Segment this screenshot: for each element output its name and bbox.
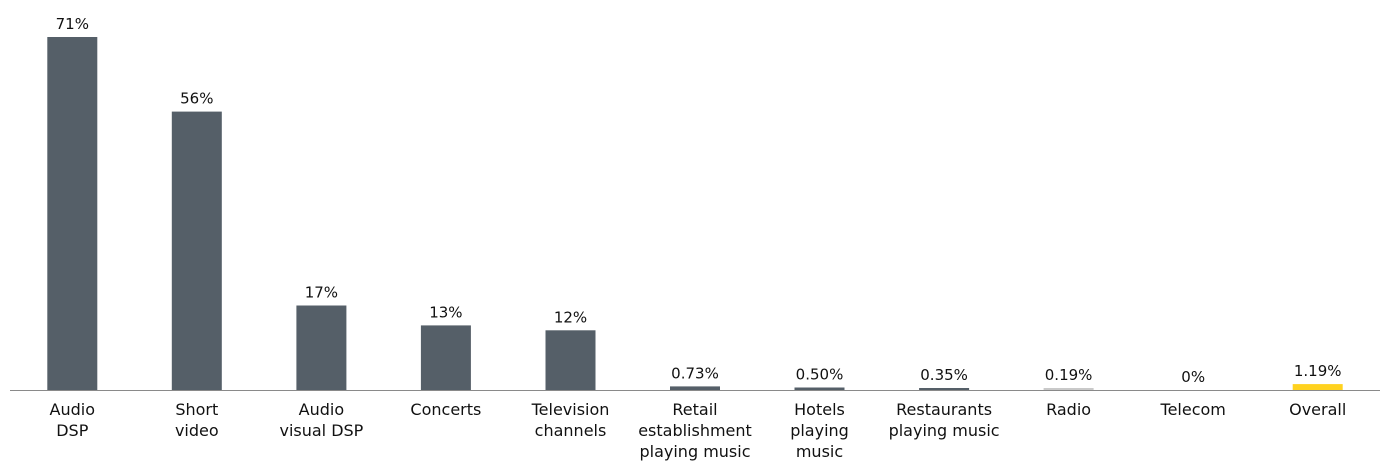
- bars-group: [47, 37, 1343, 390]
- bar-6: [794, 387, 845, 390]
- value-label-7: 0.35%: [920, 366, 968, 384]
- value-labels-group: 71% 56% 17% 13% 12% 0.73% 0.50% 0.35% 0.19% 0% 1.1…: [56, 15, 1342, 386]
- category-label-1: Short video: [175, 400, 219, 440]
- category-label-7: Restaurants playing music: [889, 400, 1000, 440]
- bar-8: [1043, 388, 1094, 390]
- bar-0: [47, 37, 98, 390]
- value-label-5: 0.73%: [671, 364, 719, 382]
- category-label-3: Concerts: [410, 400, 481, 419]
- category-label-5: Retail establishment playing music: [638, 400, 752, 461]
- value-label-3: 13%: [429, 303, 462, 321]
- category-label-2: Audio visual DSP: [279, 400, 363, 440]
- category-label-10: Overall: [1289, 400, 1346, 419]
- bar-1: [171, 111, 222, 390]
- bar-4: [545, 330, 596, 390]
- value-label-0: 71%: [56, 15, 89, 33]
- bar-5: [670, 386, 720, 390]
- value-label-9: 0%: [1181, 368, 1205, 386]
- bar-2: [296, 305, 347, 390]
- category-labels-group: Audio DSP Short video Audio visual DSP Concert…: [50, 400, 1347, 461]
- category-label-6: Hotels playing music: [790, 400, 849, 461]
- category-label-9: Telecom: [1160, 400, 1226, 419]
- category-label-4: Television channels: [531, 400, 610, 440]
- value-label-10: 1.19%: [1294, 362, 1342, 380]
- bar-10: [1292, 384, 1343, 390]
- value-label-1: 56%: [180, 90, 213, 108]
- category-label-0: Audio DSP: [50, 400, 95, 440]
- category-label-8: Radio: [1046, 400, 1091, 419]
- value-label-4: 12%: [554, 308, 587, 326]
- value-label-2: 17%: [305, 284, 338, 302]
- value-label-8: 0.19%: [1045, 366, 1093, 384]
- bar-7: [919, 388, 970, 390]
- value-label-6: 0.50%: [796, 366, 844, 384]
- bar-3: [420, 325, 471, 390]
